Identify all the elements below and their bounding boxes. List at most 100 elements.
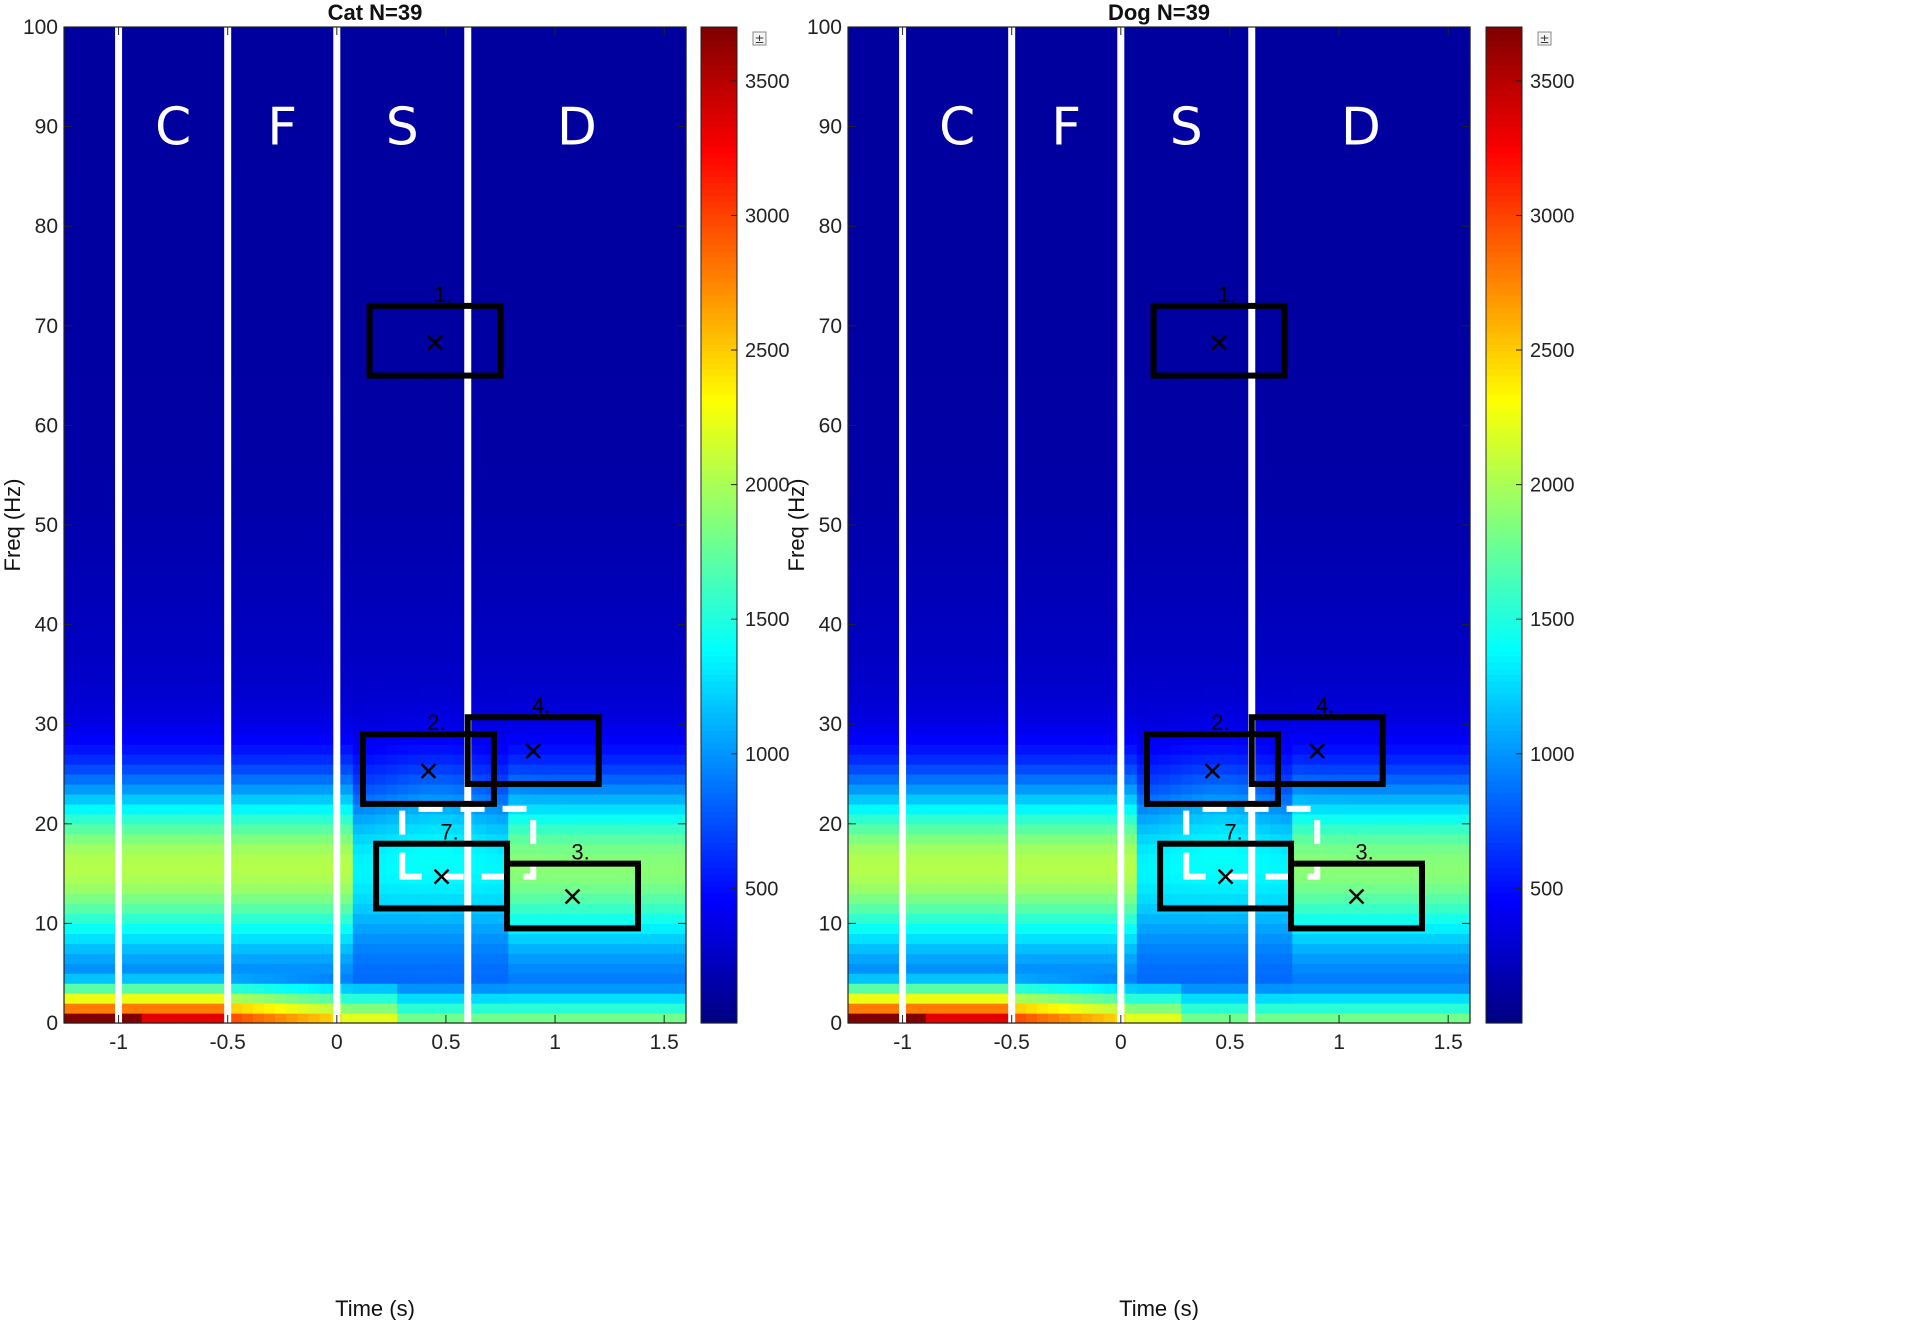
heatmap-cell — [197, 375, 209, 387]
heatmap-cell — [508, 505, 520, 516]
heatmap-cell — [319, 704, 332, 715]
heatmap-cell — [75, 435, 87, 446]
heatmap-cell — [108, 993, 121, 1004]
heatmap-cell — [419, 953, 432, 964]
heatmap-cell — [141, 1003, 154, 1014]
heatmap-cell — [397, 355, 409, 367]
heatmap-cell — [275, 505, 287, 516]
heatmap-cell — [297, 505, 309, 516]
heatmap-cell — [319, 36, 332, 48]
heatmap-cell — [319, 903, 332, 915]
heatmap-cell — [308, 445, 321, 456]
heatmap-cell — [608, 196, 620, 207]
heatmap-cell — [430, 724, 443, 735]
heatmap-cell — [75, 764, 87, 775]
heatmap-cell — [519, 166, 532, 177]
heatmap-cell — [230, 27, 243, 38]
heatmap-cell — [275, 764, 287, 775]
heatmap-cell — [608, 744, 620, 755]
heatmap-cell — [363, 704, 376, 715]
heatmap-cell — [230, 315, 243, 327]
heatmap-cell — [97, 525, 110, 536]
heatmap-cell — [119, 564, 132, 576]
heatmap-cell — [519, 973, 532, 984]
heatmap-cell — [608, 754, 620, 765]
heatmap-cell — [608, 883, 620, 895]
heatmap-cell — [186, 1013, 198, 1024]
heatmap-cell — [441, 923, 454, 934]
heatmap-cell — [108, 46, 121, 58]
heatmap-cell — [286, 823, 298, 835]
heatmap-cell — [75, 186, 87, 197]
heatmap-cell — [397, 325, 409, 337]
heatmap-cell — [152, 764, 165, 775]
heatmap-cell — [263, 823, 276, 835]
heatmap-cell — [263, 853, 276, 865]
heatmap-cell — [130, 166, 143, 177]
heatmap-cell — [208, 166, 221, 177]
heatmap-cell — [141, 754, 154, 765]
heatmap-cell — [486, 853, 498, 865]
heatmap-cell — [241, 345, 254, 357]
heatmap-cell — [197, 943, 209, 954]
heatmap-cell — [230, 475, 243, 486]
heatmap-cell — [86, 525, 98, 536]
heatmap-cell — [519, 196, 532, 207]
heatmap-cell — [152, 395, 165, 407]
heatmap-cell — [430, 983, 443, 994]
heatmap-cell — [208, 86, 221, 98]
heatmap-cell — [486, 684, 498, 695]
heatmap-cell — [352, 315, 365, 327]
heatmap-cell — [563, 196, 576, 207]
heatmap-cell — [286, 216, 298, 227]
heatmap-cell — [563, 774, 576, 785]
heatmap-cell — [286, 246, 298, 257]
heatmap-cell — [64, 495, 76, 506]
heatmap-cell — [341, 295, 354, 307]
heatmap-cell — [163, 624, 176, 636]
heatmap-cell — [152, 325, 165, 337]
heatmap-cell — [230, 734, 243, 745]
heatmap-cell — [186, 196, 198, 207]
heatmap-cell — [186, 554, 198, 566]
heatmap-cell — [519, 445, 532, 456]
heatmap-cell — [341, 395, 354, 407]
heatmap-cell — [119, 96, 132, 108]
heatmap-cell — [363, 86, 376, 98]
heatmap-cell — [452, 724, 465, 735]
heatmap-cell — [163, 196, 176, 207]
heatmap-cell — [64, 724, 76, 735]
heatmap-cell — [175, 783, 187, 795]
heatmap-cell — [586, 564, 598, 576]
heatmap-cell — [319, 285, 332, 297]
heatmap-cell — [75, 913, 87, 924]
heatmap-cell — [64, 714, 76, 725]
heatmap-cell — [574, 564, 587, 576]
heatmap-cell — [586, 584, 598, 596]
heatmap-cell — [152, 86, 165, 98]
heatmap-cell — [141, 285, 154, 297]
heatmap-cell — [141, 515, 154, 526]
heatmap-cell — [508, 783, 520, 795]
heatmap-cell — [541, 415, 554, 426]
heatmap-cell — [275, 186, 287, 197]
heatmap-cell — [108, 206, 121, 217]
heatmap-cell — [108, 395, 121, 407]
heatmap-cell — [163, 694, 176, 705]
heatmap-cell — [308, 953, 321, 964]
heatmap-cell — [275, 176, 287, 187]
heatmap-cell — [563, 574, 576, 586]
heatmap-cell — [552, 505, 565, 516]
heatmap-cell — [441, 505, 454, 516]
heatmap-cell — [519, 1003, 532, 1014]
heatmap-cell — [252, 266, 265, 277]
heatmap-cell — [386, 873, 398, 885]
heatmap-cell — [308, 644, 321, 656]
heatmap-cell — [586, 674, 598, 685]
heatmap-cell — [563, 833, 576, 845]
heatmap-cell — [486, 266, 498, 277]
heatmap-cell — [530, 315, 543, 327]
heatmap-cell — [530, 774, 543, 785]
heatmap-cell — [541, 485, 554, 496]
heatmap-cell — [75, 744, 87, 755]
